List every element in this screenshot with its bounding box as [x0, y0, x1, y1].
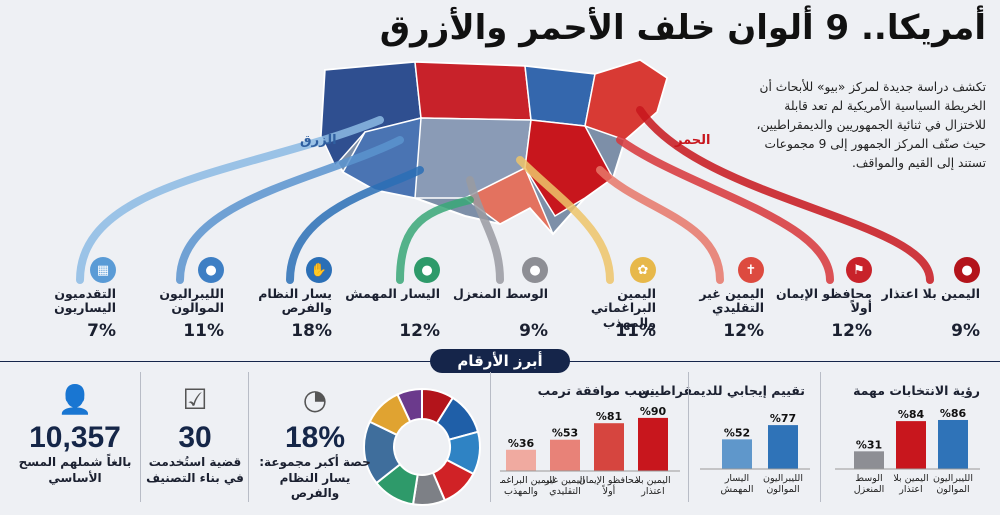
- bar-value-label: %86: [940, 407, 967, 420]
- bar-value-label: %84: [898, 408, 925, 421]
- person-icon: ●: [522, 257, 548, 283]
- stat-label: حصة أكبر مجموعة: يسار النظام والفرص: [259, 455, 371, 501]
- stat-label: بالغاً شملهم المسح الأساسي: [18, 455, 132, 485]
- person-icon: ●: [414, 257, 440, 283]
- group-name: اليمين البراغماتي والمهذب: [590, 286, 656, 330]
- person-icon: ●: [198, 257, 224, 283]
- intro-text: تكشف دراسة جديدة لمركز «بيو» للأبحاث أن …: [756, 80, 986, 170]
- chart-title-trump: نسب موافقة ترمب: [537, 383, 655, 398]
- stat-value: 18%: [284, 421, 346, 454]
- group-name: محافظو الإيمان أولاً: [775, 286, 872, 316]
- bar-value-label: %81: [596, 410, 622, 423]
- bar-category-label: المهمش: [720, 484, 753, 495]
- group-name: اليسار المهمش: [345, 286, 440, 301]
- stat-value: 30: [178, 421, 212, 454]
- bar: [896, 421, 926, 469]
- group-name: الليبراليون الموالون: [159, 286, 224, 316]
- bar-category-label: اليمين البراغماتي: [500, 475, 555, 486]
- bar-category-label: الموالون: [936, 484, 969, 495]
- bar-value-label: %90: [640, 405, 667, 418]
- flow-lines-graphic: [76, 106, 934, 284]
- pie-icon: ◔: [302, 383, 328, 416]
- flag-icon: ⚑: [846, 257, 872, 283]
- chart-icon: ▦: [90, 257, 116, 283]
- stat-respondents: 👤 10,357 بالغاً شملهم المسح الأساسي: [15, 383, 135, 486]
- group-percent: 7%: [87, 321, 116, 341]
- chart-title-elections: رؤية الانتخابات مهمة: [853, 383, 980, 398]
- bar: [550, 439, 580, 471]
- bar-category-label: والمهذب: [504, 486, 538, 497]
- bar-value-label: %77: [770, 412, 796, 425]
- handshake-icon: ✋: [306, 257, 332, 283]
- bar: [854, 451, 884, 469]
- bar: [768, 425, 798, 469]
- donut-slice: [396, 387, 423, 423]
- bar-category-label: الليبراليون: [763, 473, 803, 484]
- bar-category-label: الموالون: [766, 484, 799, 495]
- bar: [938, 419, 968, 469]
- blue-label: الزرق: [300, 133, 337, 148]
- group-name: اليمين بلا اعتذار: [881, 286, 980, 301]
- bar-value-label: %31: [856, 438, 882, 451]
- key-figures-heading: أبرز الأرقام: [430, 349, 570, 373]
- bar-category-label: اليمين غير: [544, 475, 585, 486]
- group-percent: 11%: [183, 321, 224, 341]
- person-icon: ●: [954, 257, 980, 283]
- bar-category-label: اليمين بلا: [635, 475, 670, 486]
- chart-title-democrats: تقييم إيجابي للديمقراطيين: [638, 383, 805, 398]
- bar-category-label: الليبراليون: [933, 473, 973, 484]
- donut-chart: [363, 387, 481, 506]
- bar-category-label: اعتذار: [898, 484, 922, 495]
- group-name: الوسط المنعزل: [453, 286, 548, 301]
- bar-category-label: محافظو الإيمان: [579, 475, 639, 486]
- group-percent: 9%: [519, 321, 548, 341]
- bar-category-label: الوسط: [855, 473, 882, 484]
- bar-value-label: %36: [508, 437, 535, 450]
- group-percent: 18%: [291, 321, 332, 341]
- bar-category-label: أولاً: [602, 484, 616, 497]
- group-percent: 12%: [831, 321, 872, 341]
- checklist-icon: ☑: [182, 383, 208, 416]
- stat-label: قضية استُخدمت في بناء التصنيف: [146, 455, 244, 485]
- bar-category-label: التقليدي: [549, 486, 581, 497]
- bar: [506, 449, 536, 471]
- group-percent: 12%: [399, 321, 440, 341]
- users-icon: ✿: [630, 257, 656, 283]
- cross-icon: ✝: [738, 257, 764, 283]
- group-percent: 11%: [615, 321, 656, 341]
- group-name: يسار النظام والفرص: [258, 286, 332, 316]
- bar-category-label: اعتذار: [640, 486, 664, 497]
- stat-value: 10,357: [29, 421, 121, 454]
- bar: [638, 417, 668, 471]
- group-name: اليمين غير التقليدي: [699, 286, 764, 316]
- bar-category-label: اليمين بلا: [893, 473, 928, 484]
- group-percent: 12%: [723, 321, 764, 341]
- bar-category-label: المنعزل: [854, 484, 885, 495]
- bar: [594, 423, 624, 471]
- bar-value-label: %52: [724, 426, 750, 439]
- red-label: الحمر: [675, 133, 711, 148]
- bar-value-label: %53: [552, 427, 578, 440]
- person-icon: 👤: [57, 383, 93, 416]
- group-percent: 9%: [951, 321, 980, 341]
- page-title: أمريكا.. 9 ألوان خلف الأحمر والأزرق: [379, 8, 986, 48]
- bar: [722, 439, 752, 469]
- group-name: التقدميون اليساريون: [54, 286, 116, 316]
- stat-issues: ☑ 30 قضية استُخدمت في بناء التصنيف: [145, 383, 245, 486]
- stat-largest-group: ◔ 18% حصة أكبر مجموعة: يسار النظام والفر…: [255, 383, 375, 502]
- bar-category-label: اليسار: [724, 473, 749, 484]
